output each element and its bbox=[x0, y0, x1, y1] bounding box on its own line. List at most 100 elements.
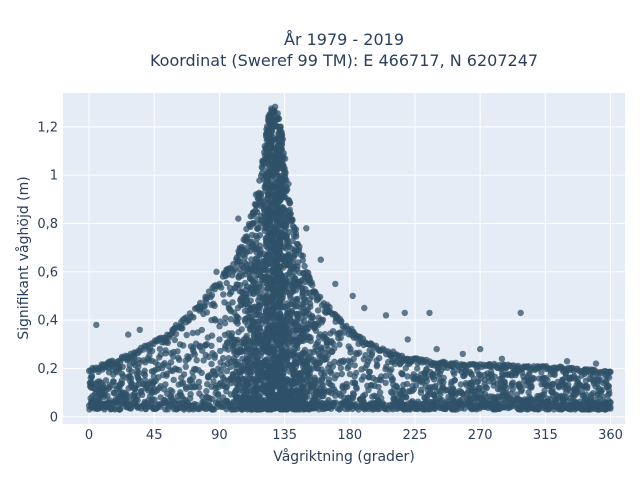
data-point bbox=[163, 372, 170, 379]
data-point bbox=[312, 387, 320, 394]
data-point bbox=[248, 256, 255, 263]
data-point bbox=[361, 391, 369, 398]
data-point bbox=[255, 272, 263, 279]
data-point bbox=[264, 292, 271, 299]
data-point bbox=[265, 114, 273, 121]
data-point bbox=[318, 352, 325, 360]
data-point bbox=[560, 393, 567, 400]
data-point bbox=[136, 326, 143, 333]
data-point bbox=[148, 368, 156, 375]
data-point bbox=[498, 355, 506, 362]
data-point bbox=[238, 406, 246, 413]
data-point bbox=[216, 318, 224, 325]
data-point bbox=[393, 405, 400, 412]
data-point bbox=[264, 159, 271, 167]
data-point bbox=[265, 313, 272, 320]
data-point bbox=[499, 391, 506, 398]
data-point bbox=[222, 342, 229, 350]
data-point bbox=[331, 358, 338, 365]
data-point bbox=[221, 331, 229, 338]
data-point bbox=[580, 393, 588, 400]
data-point bbox=[430, 391, 438, 398]
data-point bbox=[265, 390, 272, 398]
data-point bbox=[607, 399, 614, 406]
data-point bbox=[254, 225, 261, 232]
data-point bbox=[265, 270, 273, 278]
data-point bbox=[286, 228, 293, 236]
data-point bbox=[210, 378, 217, 385]
data-point bbox=[238, 362, 245, 370]
data-point bbox=[607, 368, 614, 376]
data-point bbox=[307, 383, 315, 390]
data-point bbox=[393, 383, 401, 391]
data-point bbox=[268, 405, 276, 413]
data-point bbox=[278, 359, 285, 366]
x-tick-label: 180 bbox=[337, 428, 362, 443]
data-point bbox=[112, 367, 120, 374]
data-point bbox=[572, 375, 579, 383]
data-point bbox=[271, 355, 278, 362]
data-point bbox=[171, 336, 178, 344]
data-point bbox=[123, 391, 130, 398]
data-point bbox=[236, 271, 244, 278]
data-point bbox=[146, 345, 154, 352]
data-point bbox=[249, 220, 256, 227]
data-point bbox=[275, 155, 282, 162]
data-point bbox=[88, 382, 95, 389]
data-point bbox=[169, 388, 176, 395]
data-point bbox=[481, 371, 489, 379]
x-tick-label: 315 bbox=[533, 428, 558, 443]
data-point bbox=[264, 284, 271, 291]
data-point bbox=[560, 399, 567, 406]
data-point bbox=[189, 369, 196, 376]
data-point bbox=[223, 279, 230, 287]
data-point bbox=[269, 202, 276, 209]
data-point bbox=[229, 299, 236, 306]
data-point bbox=[489, 393, 496, 400]
data-point bbox=[239, 367, 247, 375]
data-point bbox=[573, 390, 580, 397]
data-point bbox=[148, 388, 156, 395]
data-point bbox=[265, 333, 272, 341]
data-point bbox=[241, 347, 248, 355]
data-point bbox=[246, 375, 253, 382]
data-point bbox=[223, 388, 230, 395]
data-point bbox=[276, 186, 283, 194]
data-point bbox=[264, 127, 272, 134]
data-point bbox=[167, 367, 174, 374]
data-point bbox=[278, 207, 285, 214]
data-point bbox=[101, 393, 108, 401]
data-point bbox=[347, 349, 354, 356]
data-point bbox=[546, 383, 553, 390]
data-point bbox=[235, 215, 242, 222]
data-point bbox=[347, 358, 354, 365]
data-point bbox=[199, 393, 206, 401]
data-point bbox=[290, 327, 297, 334]
data-point bbox=[156, 385, 163, 392]
data-point bbox=[243, 336, 250, 343]
data-point bbox=[174, 348, 181, 355]
data-point bbox=[233, 254, 240, 261]
y-tick-label: 0,8 bbox=[37, 217, 58, 232]
data-point bbox=[475, 371, 483, 379]
data-point bbox=[315, 333, 323, 341]
data-point bbox=[306, 321, 313, 329]
data-point bbox=[221, 320, 229, 327]
data-point bbox=[128, 368, 135, 375]
data-point bbox=[253, 367, 260, 374]
data-point bbox=[293, 310, 301, 318]
data-point bbox=[216, 323, 223, 330]
data-point bbox=[234, 320, 241, 327]
data-point bbox=[295, 327, 303, 334]
data-point bbox=[265, 275, 272, 282]
data-point bbox=[471, 390, 478, 397]
data-point bbox=[246, 345, 253, 353]
data-point bbox=[266, 218, 273, 226]
data-point bbox=[405, 388, 412, 395]
x-tick-label: 90 bbox=[211, 428, 228, 443]
data-point bbox=[88, 372, 95, 379]
data-point bbox=[222, 314, 229, 322]
data-point bbox=[440, 374, 447, 382]
data-point bbox=[243, 294, 250, 301]
data-point bbox=[605, 404, 612, 412]
